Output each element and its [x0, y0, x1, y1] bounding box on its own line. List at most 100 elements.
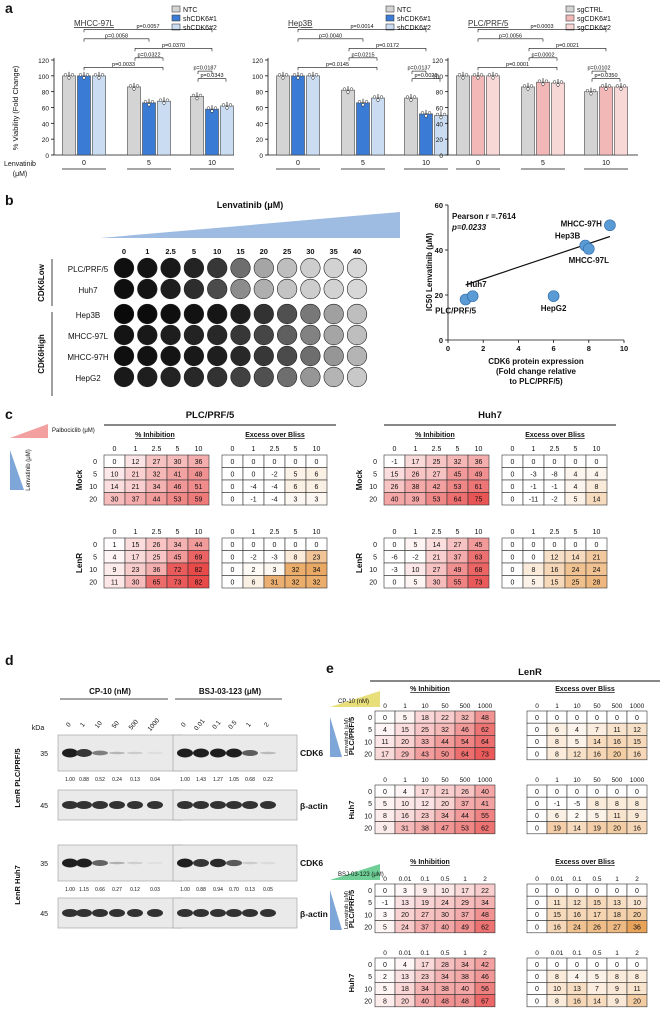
kda-label: kDa: [32, 725, 45, 732]
dose-label-2-0: 0: [476, 160, 480, 167]
col-label-e: 0: [383, 703, 387, 710]
inhibition-e-huh-value: 0: [383, 962, 387, 969]
bliss-e-huh-value: 0: [615, 789, 619, 796]
well-Huh7-35: [323, 278, 344, 300]
plc-bsj-quant: 0.22: [263, 777, 273, 783]
bliss-e-huh-value: 0: [615, 962, 619, 969]
col-label: 5: [176, 529, 180, 536]
bliss-e-huh-value: 19: [553, 825, 561, 832]
inhibition-e-huh-value: 23: [421, 813, 429, 820]
bar-shCDK6#1-10: [419, 113, 433, 156]
well-PLC/PRF/5-25: [277, 257, 298, 279]
inhibition-mock-value: 30: [174, 459, 182, 466]
bliss-lenr-value: 16: [551, 567, 559, 574]
y-tick-label-1: 0: [259, 153, 263, 160]
bliss-e-huh-value: 0: [555, 962, 559, 969]
inhibition-e-plc-value: 10: [441, 888, 449, 895]
p-value-label: p=0.0056: [499, 33, 522, 39]
lenvatinib-label-e: Lenvatinib (μM): [344, 891, 350, 929]
data-dot: [158, 98, 163, 102]
col-label: 0: [113, 446, 117, 453]
col-label: 5: [574, 446, 578, 453]
inhibition-lenr-value: 73: [475, 580, 483, 587]
actin-label: β-actin: [300, 909, 328, 919]
bliss-e-huh-value: 0: [535, 825, 539, 832]
bar-sgCDK6#1-5: [536, 81, 550, 156]
data-dot: [472, 73, 477, 77]
bar-NTC-0: [62, 75, 76, 156]
col-label: 5: [456, 446, 460, 453]
plc-cp10-cdk6-band: [62, 748, 78, 758]
panel-c-title-0: PLC/PRF/5: [186, 410, 235, 421]
y-tick-label-0: 40: [42, 121, 50, 128]
row-label-e: 20: [364, 752, 372, 759]
bliss-e-plc-value: 20: [633, 912, 641, 919]
well-MHCC-97L-35: [323, 324, 344, 346]
well-dose-label: 15: [236, 247, 244, 256]
panel-a-ylabel: % Viability (Fold Change): [11, 65, 20, 150]
bliss-e-huh-value: 0: [595, 962, 599, 969]
huh-cp10-cdk6-band: [147, 861, 163, 865]
huh-bsj-actin-band: [210, 908, 226, 918]
bliss-e-plc-value: 10: [633, 900, 641, 907]
inhibition-mock-value: -1: [391, 459, 397, 466]
inhibition-e-huh-value: 40: [481, 789, 489, 796]
row-label: 5: [373, 472, 377, 479]
bliss-e-huh-value: 0: [535, 974, 539, 981]
bsj-dose: 0.5: [227, 719, 238, 731]
data-dot: [364, 100, 369, 104]
scatter-point-HepG2: [547, 290, 560, 302]
inhibition-lenr-value: 37: [454, 555, 462, 562]
data-dot: [622, 84, 627, 88]
well-Hep3B-20: [253, 303, 274, 325]
inhibition-e-huh-value: 34: [461, 962, 469, 969]
col-label: 10: [313, 446, 321, 453]
bliss-e-huh-value: 8: [595, 801, 599, 808]
inhibition-lenr-value: 21: [433, 555, 441, 562]
data-dot: [349, 87, 354, 91]
row-label-e: 5: [368, 900, 372, 907]
row-label-e: 10: [364, 912, 372, 919]
inhibition-mock-value: 46: [174, 484, 182, 491]
data-dot: [284, 73, 289, 77]
drug-label-e: BSJ-03-123 (μM): [338, 872, 384, 878]
inhibition-lenr-value: 5: [414, 542, 418, 549]
inhibition-e-plc-value: 44: [441, 739, 449, 746]
inhibition-e-huh-value: 10: [401, 801, 409, 808]
plc-cp10-quant: 0.52: [95, 777, 105, 783]
col-label-e: 0.5: [440, 876, 449, 883]
inhibition-e-huh-value: 23: [421, 974, 429, 981]
huh-bsj-quant: 0.13: [245, 887, 255, 893]
bliss-e-huh-value: 10: [553, 986, 561, 993]
col-label: 10: [313, 529, 321, 536]
col-label: 1: [532, 446, 536, 453]
data-dot: [424, 114, 428, 118]
legend-swatch-2: [385, 23, 395, 31]
col-label: 0: [511, 529, 515, 536]
inhibition-lenr-value: 15: [132, 542, 140, 549]
well-dose-label: 30: [306, 247, 314, 256]
bliss-e-huh-value: 9: [615, 998, 619, 1005]
bar-NTC-5: [127, 86, 141, 156]
well-HepG2-2.5: [160, 366, 181, 388]
bliss-mock-value: 0: [532, 459, 536, 466]
lenvatinib-label-c: Lenvatinib (μM): [26, 449, 32, 490]
bsj-dose: 0.1: [211, 719, 222, 731]
inhibition-e-huh-value: 42: [481, 962, 489, 969]
lenvatinib-wedge-c: [10, 450, 24, 490]
bliss-e-plc-value: 18: [613, 912, 621, 919]
panel-label-e: e: [326, 660, 334, 676]
inhibition-mock-value: 53: [454, 484, 462, 491]
well-HepG2-30: [300, 366, 321, 388]
inhibition-lenr-cell: [467, 575, 490, 589]
inhibition-mock-value: 21: [132, 472, 140, 479]
inhibition-e-plc-value: 24: [401, 924, 409, 931]
inhibition-e-huh-cell: [474, 821, 496, 835]
inhibition-mock-value: 59: [195, 497, 203, 504]
inhibition-mock-value: 30: [111, 497, 119, 504]
p-value-label: p=0.0014: [350, 24, 373, 30]
row-label: 20: [89, 497, 97, 504]
row-label: 0: [93, 542, 97, 549]
col-label: 2.5: [152, 446, 162, 453]
huh-cp10-quant: 0.27: [112, 887, 122, 893]
